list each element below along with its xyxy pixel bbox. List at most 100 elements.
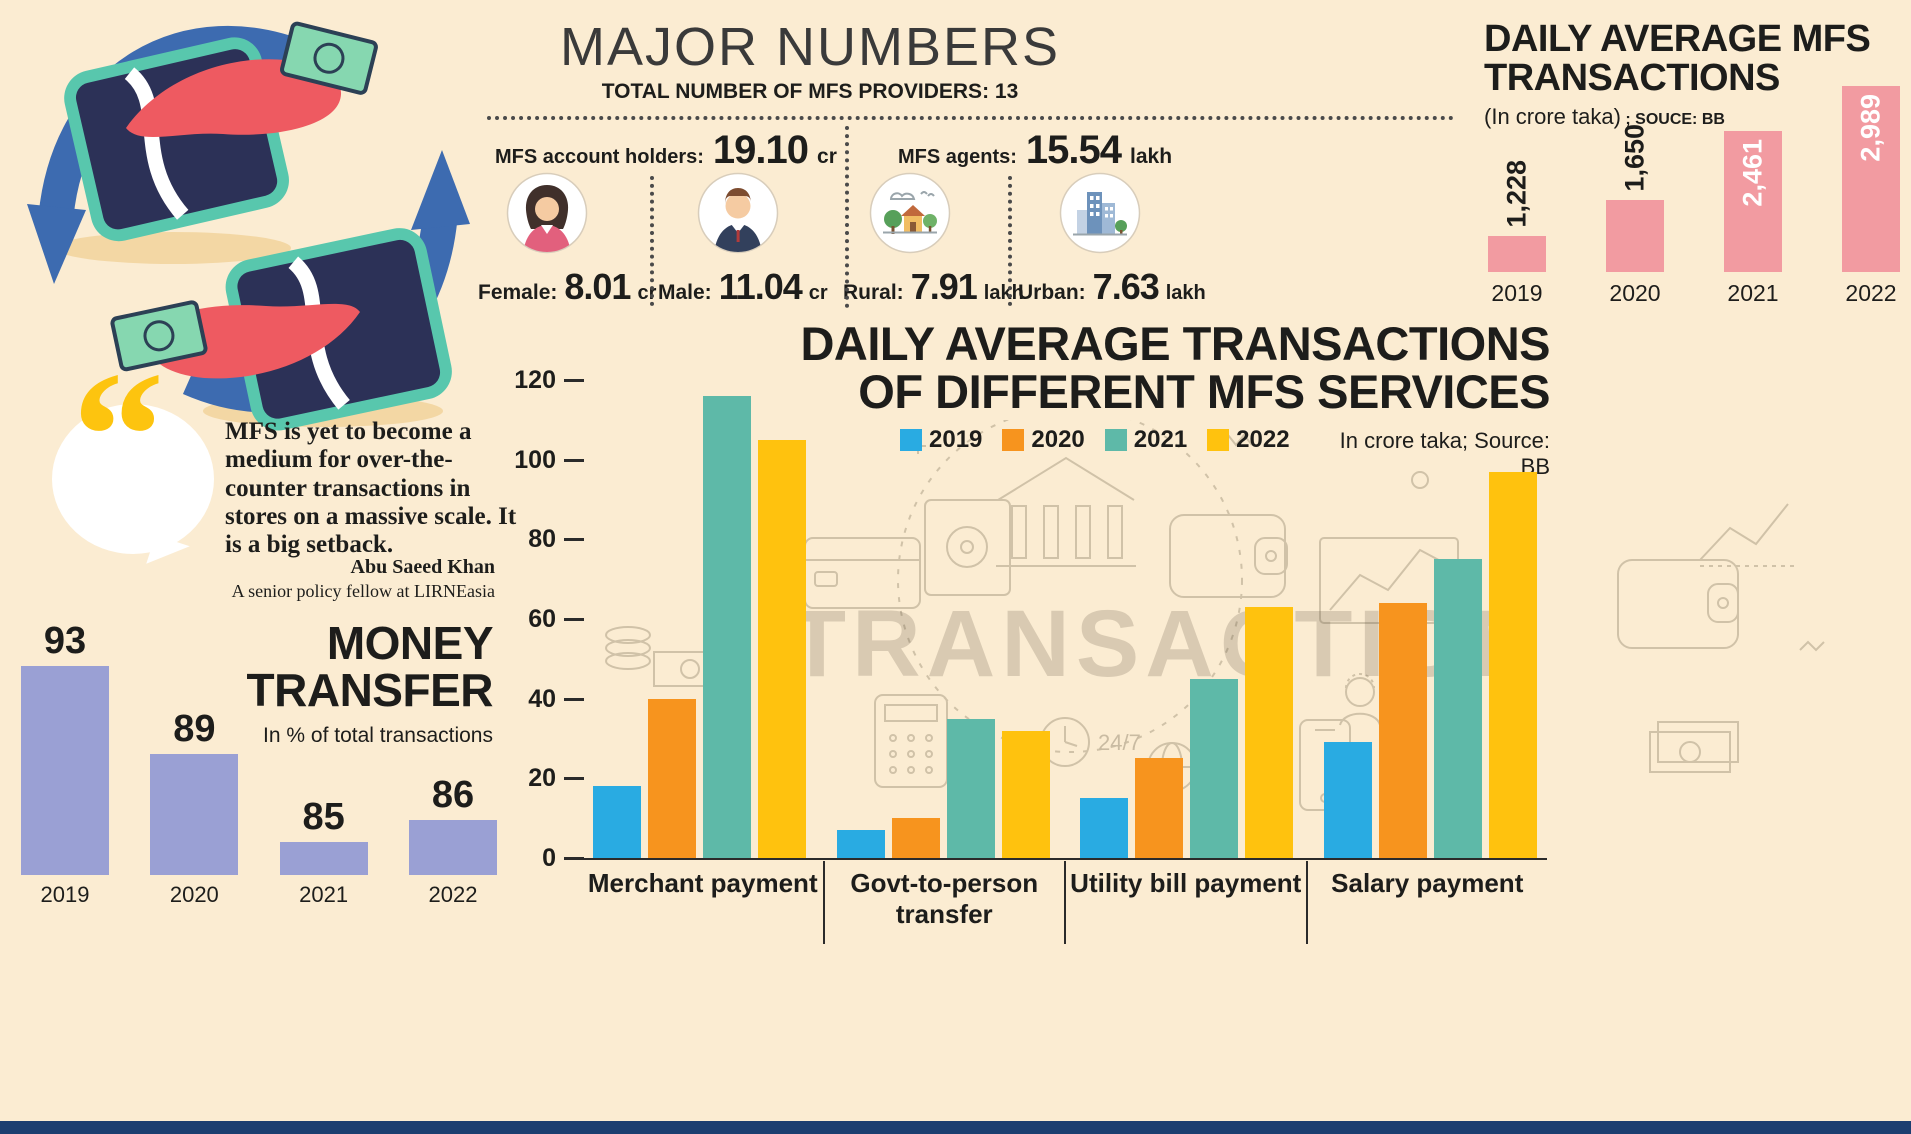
bank-doodle <box>996 458 1136 566</box>
quote-text: MFS is yet to become a medium for over-t… <box>225 418 517 558</box>
rural-value: 7.91 <box>910 266 978 307</box>
account-holders-label: MFS account holders: <box>495 146 704 168</box>
daily-mfs-bar-column: 2,989 <box>1842 86 1900 272</box>
category-label: Utility bill payment <box>1064 861 1306 944</box>
male-value: 11.04 <box>718 266 803 307</box>
person-doodle <box>1340 674 1380 725</box>
bar-2021 <box>1724 131 1782 272</box>
year-label: 2021 <box>1727 280 1779 306</box>
calculator-doodle <box>875 695 947 787</box>
bar-2020 <box>1378 603 1427 858</box>
legend-swatch <box>1002 429 1025 451</box>
y-tick-label: 20 <box>528 764 556 793</box>
female-stat: Female: 8.01 cr <box>478 266 656 308</box>
bar-2022 <box>1245 607 1294 858</box>
bar-2019 <box>593 786 641 858</box>
y-axis-tick: 60 <box>500 605 584 634</box>
category-label: Merchant payment <box>587 868 818 898</box>
y-tick-mark <box>564 538 584 542</box>
y-tick-mark <box>564 379 584 382</box>
daily-mfs-bar-column: 2,461 <box>1724 86 1782 272</box>
y-tick-mark <box>564 777 584 781</box>
wallet-doodle <box>1618 560 1738 648</box>
bar-group <box>836 719 1050 858</box>
bar-2019 <box>21 666 109 875</box>
urban-icon <box>1059 172 1141 254</box>
hand-icon <box>126 59 342 138</box>
urban-label: Urban: <box>1018 281 1086 304</box>
male-stat: Male: 11.04 cr <box>658 266 828 308</box>
account-holders-unit: cr <box>817 145 837 168</box>
rural-stat: Rural: 7.91 lakh <box>843 266 1024 308</box>
speech-bubble <box>52 404 214 554</box>
money-transfer-subtitle: In % of total transactions <box>263 724 493 747</box>
money-transfer-title: MONEY TRANSFER <box>245 617 494 714</box>
services-plot <box>585 380 1545 858</box>
bar-2020 <box>150 754 239 875</box>
services-x-axis <box>583 858 1547 860</box>
legend-swatch <box>900 429 922 451</box>
agents-unit: lakh <box>1130 145 1173 168</box>
rural-icon <box>869 172 951 254</box>
legend-item: 2021 <box>1104 426 1187 454</box>
bottom-accent-strip <box>0 1121 1911 1134</box>
services-title-line1: DAILY AVERAGE TRANSACTIONS <box>800 317 1550 370</box>
year-label: 2019 <box>40 882 90 907</box>
legend-label: 2019 <box>929 426 983 453</box>
rural-label: Rural: <box>843 281 904 304</box>
banknote-icon <box>280 21 378 95</box>
bar-2022 <box>1001 731 1050 858</box>
bar-2021 <box>703 396 751 858</box>
bar-group <box>1080 607 1294 858</box>
major-numbers-title: MAJOR NUMBERS <box>559 17 1061 77</box>
y-axis-tick: 20 <box>500 764 584 793</box>
bar-2021 <box>1433 559 1482 858</box>
daily-mfs-bar-column: 1,228 <box>1488 86 1546 272</box>
y-tick-mark <box>564 857 584 860</box>
daily-mfs-title-line2: TRANSACTIONS <box>1484 57 1780 100</box>
money-bar-column: 89 <box>149 708 239 875</box>
bar-2019 <box>1323 742 1372 858</box>
bar-2019 <box>836 830 885 858</box>
money-bar-column: 93 <box>20 620 110 875</box>
bar-2022 <box>408 820 497 875</box>
year-label: 2022 <box>1845 280 1897 306</box>
money-transfer-title-line1: MONEY <box>326 617 494 669</box>
urban-unit: lakh <box>1165 282 1206 304</box>
female-avatar-icon <box>506 172 588 254</box>
year-label: 2019 <box>1491 280 1543 306</box>
category-label: Salary payment <box>1305 861 1548 944</box>
bar-value-label: 85 <box>302 796 345 838</box>
bar-2020 <box>1606 200 1664 272</box>
male-label: Male: <box>658 281 712 304</box>
daily-mfs-source: ; SOUCE: BB <box>1620 111 1725 128</box>
bar-2022 <box>1842 86 1900 272</box>
male-avatar-icon <box>697 172 779 254</box>
daily-mfs-title-line1: DAILY AVERAGE MFS <box>1484 18 1871 60</box>
legend-label: 2020 <box>1031 426 1085 453</box>
daily-mfs-years: 2019 2020 2021 2022 <box>1488 280 1900 307</box>
legend-label: 2022 <box>1236 426 1290 453</box>
bar-2019 <box>1080 798 1129 858</box>
y-axis-tick: 100 <box>500 446 584 475</box>
bar-2019 <box>1488 236 1546 272</box>
y-tick-mark <box>564 618 584 621</box>
quote-attribution-name: Abu Saeed Khan <box>350 556 496 578</box>
y-tick-mark <box>564 458 584 462</box>
services-source-note: In crore taka; Source: BB <box>1339 428 1550 479</box>
dotted-divider <box>845 126 849 308</box>
banknote-icon <box>110 300 208 372</box>
category-label: Govt-to-person transfer <box>822 861 1065 944</box>
account-holders-value: 19.10 <box>712 128 809 172</box>
agents-header: MFS agents: 15.54 lakh <box>898 128 1172 173</box>
daily-mfs-subtitle: (In crore taka) ; SOUCE: BB <box>1484 104 1725 130</box>
bar-2020 <box>891 818 940 858</box>
coins-doodle <box>606 627 726 686</box>
year-label: 2021 <box>299 882 349 907</box>
y-tick-label: 80 <box>528 525 556 554</box>
bar-value-label: 1,228 <box>1501 160 1532 228</box>
y-tick-label: 100 <box>514 445 556 474</box>
dashed-circle-doodle <box>898 420 1242 752</box>
safe-doodle <box>925 500 1010 595</box>
